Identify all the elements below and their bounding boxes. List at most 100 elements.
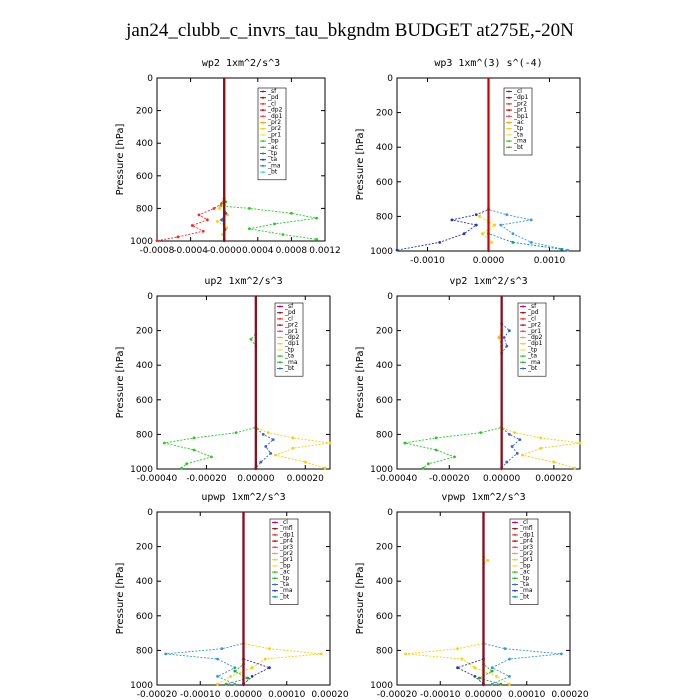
legend: _sf_pd_cl_pr2_pr1_dp2_dp1_tp_ta_ma_bt <box>517 302 547 377</box>
x-tick-label: 0.00000 <box>483 474 520 484</box>
series-point <box>539 436 543 440</box>
legend-marker <box>514 540 516 543</box>
x-tick-label: -0.00020 <box>137 690 178 700</box>
legend-marker <box>262 115 264 118</box>
y-axis-label: Pressure [hPa] <box>115 124 126 196</box>
series-point <box>508 674 511 678</box>
legend-entry: _dp1 <box>519 531 535 538</box>
series-point <box>197 213 201 217</box>
series-point <box>209 455 213 459</box>
panel-6: vpwp 1xm^2/s^3 Pressure [hPa] 0 200 400 600 80… <box>355 492 589 700</box>
legend-marker <box>274 521 276 524</box>
y-tick-label: 400 <box>376 361 393 371</box>
legend-marker <box>262 109 264 112</box>
legend-entry: _bp <box>279 562 291 569</box>
legend-marker <box>262 152 264 155</box>
legend-entry: _sf <box>267 88 277 95</box>
legend-marker <box>508 115 510 118</box>
legend-entry: _bp <box>267 138 279 145</box>
series-point <box>248 227 251 231</box>
legend-marker <box>508 109 510 112</box>
legend-entry: _pr3 <box>279 544 293 551</box>
legend: _cl_dp1_pr2_pr1_bp1_ac_tp_ta_ma_bt <box>503 87 533 156</box>
series-point <box>216 657 219 661</box>
legend-marker <box>262 133 264 136</box>
series-point <box>499 223 503 227</box>
legend-marker <box>514 564 516 567</box>
legend-marker <box>514 589 516 592</box>
plot-frame <box>156 77 326 242</box>
legend-marker <box>274 533 276 536</box>
legend-marker <box>262 171 264 174</box>
legend-entry: _pd <box>267 94 279 101</box>
series-point <box>216 674 219 678</box>
legend-entry: _pd <box>284 309 296 316</box>
series-point <box>552 460 556 464</box>
legend-entry: _cl <box>284 315 293 322</box>
legend-entry: _dp2 <box>527 334 543 341</box>
y-tick-label: 200 <box>376 543 393 553</box>
legend-marker <box>508 146 510 149</box>
series-point <box>493 223 496 227</box>
legend-entry: _mfl <box>279 525 293 532</box>
legend-entry: _ma <box>284 359 298 366</box>
series-line-pr1 <box>216 78 229 235</box>
legend-box <box>274 302 304 377</box>
legend-entry: _ma <box>279 587 293 594</box>
legend-marker <box>274 595 276 598</box>
series-point <box>505 344 509 348</box>
series-point <box>315 237 318 241</box>
panel-title: upwp 1xm^2/s^3 <box>201 492 285 503</box>
legend-marker <box>508 102 510 105</box>
legend-marker <box>262 164 264 167</box>
series-point <box>529 240 533 244</box>
x-tick-label: -0.0010 <box>410 256 445 266</box>
legend-marker <box>522 317 524 320</box>
legend-entry: _ma <box>513 138 527 145</box>
series-point <box>566 248 570 252</box>
x-tick-label: 0.0008 <box>276 246 308 256</box>
y-axis-label: Pressure [hPa] <box>115 563 126 635</box>
y-tick-label: 200 <box>136 543 153 553</box>
series-line-dp2 <box>404 296 503 469</box>
y-tick-label: 1000 <box>130 237 153 247</box>
y-axis-label: Pressure [hPa] <box>115 347 126 419</box>
legend-marker <box>522 367 524 370</box>
series-point <box>473 666 477 670</box>
series-point <box>216 220 219 223</box>
series-point <box>212 207 216 210</box>
series-point <box>490 240 493 244</box>
legend-entry: _dp1 <box>513 94 529 101</box>
legend-entry: _tp <box>527 346 537 353</box>
legend-marker <box>514 521 516 524</box>
series-point <box>497 336 501 339</box>
series-point <box>508 657 511 661</box>
plot-frame <box>156 295 331 470</box>
panel-title: wp2 1xm^2/s^3 <box>202 58 280 69</box>
y-tick-label: 0 <box>147 508 153 518</box>
y-tick-label: 600 <box>376 178 393 188</box>
legend-marker <box>514 595 516 598</box>
series-point <box>163 441 166 445</box>
legend-marker <box>262 146 264 149</box>
y-tick-label: 800 <box>376 212 393 222</box>
legend-marker <box>522 330 524 333</box>
x-tick-label: -0.00010 <box>420 690 461 700</box>
legend-entry: _ta <box>267 156 277 163</box>
series-point <box>176 235 180 239</box>
series-point <box>249 337 253 341</box>
panel-title: vp2 1xm^2/s^3 <box>449 276 527 287</box>
y-tick-label: 1000 <box>370 247 393 257</box>
series-point <box>281 233 285 236</box>
legend-marker <box>274 527 276 530</box>
series-point <box>216 682 219 686</box>
legend: _cl_mfl_dp1_pr4_pr3_pr2_pr1_bp_ac_tp_ta_… <box>269 518 299 605</box>
legend-entry: _ac <box>519 569 530 576</box>
legend-entry: _pr4 <box>279 538 293 545</box>
y-tick-label: 1000 <box>370 465 393 475</box>
series-point <box>490 682 494 686</box>
legend-marker <box>262 102 264 105</box>
series-point <box>274 453 278 457</box>
series-point <box>268 647 271 651</box>
legend-entry: _ac <box>267 144 278 151</box>
